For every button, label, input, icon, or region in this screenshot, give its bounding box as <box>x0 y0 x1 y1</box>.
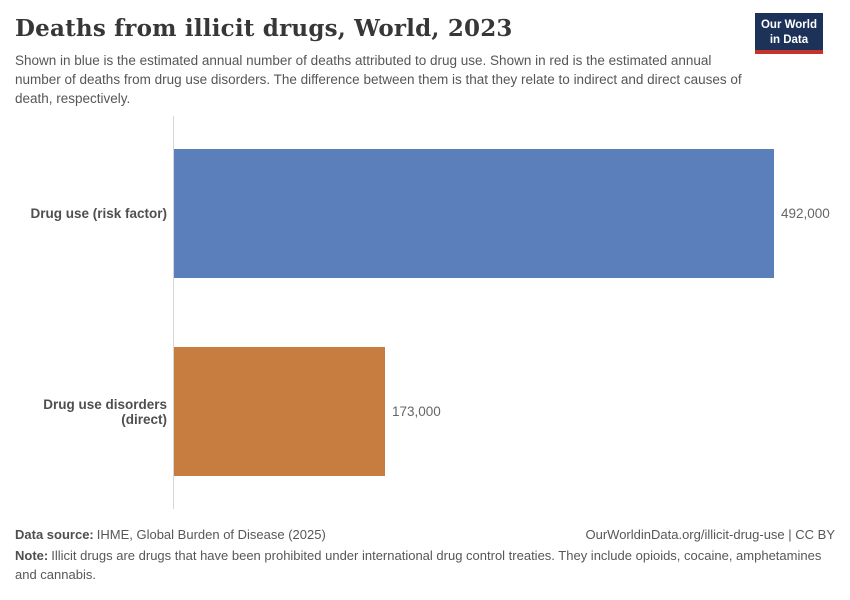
data-source-value: IHME, Global Burden of Disease (2025) <box>96 527 326 543</box>
category-label: Drug use (risk factor) <box>30 206 167 222</box>
chart-header: Deaths from illicit drugs, World, 2023 S… <box>15 0 835 108</box>
y-axis-line <box>173 116 174 510</box>
chart-note: Note: Illicit drugs are drugs that have b… <box>15 547 835 585</box>
note-value: Illicit drugs are drugs that have been p… <box>15 548 822 583</box>
data-source: Data source: IHME, Global Burden of Disea… <box>15 527 326 542</box>
chart-title: Deaths from illicit drugs, World, 2023 <box>15 15 513 42</box>
chart-footer: Data source: IHME, Global Burden of Disea… <box>15 527 835 585</box>
category-label: Drug use disorders (direct) <box>43 396 167 427</box>
data-source-label: Data source: <box>15 527 94 543</box>
owid-logo: Our World in Data <box>754 13 823 55</box>
value-label: 173,000 <box>392 404 441 420</box>
logo-line-1: Our World <box>760 19 817 31</box>
attribution-credit: OurWorldinData.org/illicit-drug-use | CC… <box>585 527 836 543</box>
bar-drug-use-risk-factor <box>174 149 774 279</box>
footer-source-row: Data source: IHME, Global Burden of Disea… <box>15 527 835 542</box>
chart-subtitle: Shown in blue is the estimated annual nu… <box>15 53 742 107</box>
logo-line-2: in Data <box>769 33 809 46</box>
horizontal-bar-chart: Drug use (risk factor) 492,000 Drug use di… <box>15 116 835 510</box>
value-label: 492,000 <box>781 206 830 222</box>
note-label: Note: <box>15 548 49 564</box>
bar-drug-use-disorders-direct <box>174 347 385 477</box>
